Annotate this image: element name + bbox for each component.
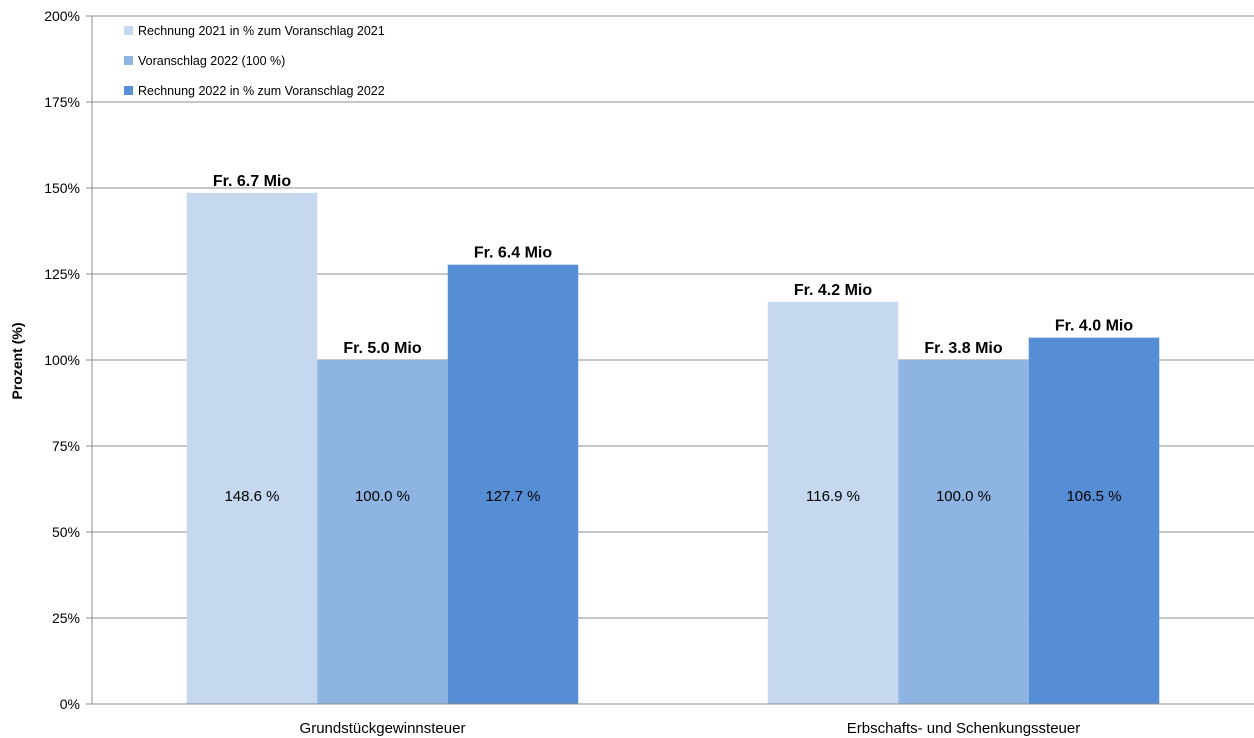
- legend-label: Voranschlag 2022 (100 %): [138, 54, 285, 68]
- bar: [317, 360, 448, 704]
- y-tick-label: 175%: [44, 94, 80, 110]
- bar-amount-label: Fr. 5.0 Mio: [343, 340, 421, 357]
- bars: [186, 192, 1160, 705]
- bar: [186, 192, 318, 705]
- x-category-label: Grundstückgewinnsteuer: [300, 720, 466, 737]
- bar-percent-label: 100.0 %: [355, 488, 410, 505]
- bar-percent-label: 148.6 %: [224, 488, 279, 505]
- x-category-label: Erbschafts- und Schenkungssteuer: [847, 720, 1080, 737]
- y-tick-label: 25%: [52, 610, 80, 626]
- y-tick-label: 0%: [60, 696, 80, 712]
- y-tick-label: 100%: [44, 352, 80, 368]
- bar-amount-label: Fr. 4.0 Mio: [1055, 318, 1133, 335]
- bar: [1028, 337, 1160, 704]
- legend-swatch: [124, 56, 133, 65]
- bar-percent-label: 106.5 %: [1066, 488, 1121, 505]
- bar-percent-label: 127.7 %: [485, 488, 540, 505]
- bar-amount-label: Fr. 6.4 Mio: [474, 245, 552, 262]
- legend-swatch: [124, 26, 133, 35]
- legend: Rechnung 2021 in % zum Voranschlag 2021 V…: [124, 24, 385, 98]
- bar-amount-label: Fr. 4.2 Mio: [794, 282, 872, 299]
- legend-swatch: [124, 86, 133, 95]
- y-tick-label: 50%: [52, 524, 80, 540]
- bar: [447, 264, 579, 704]
- bar-percent-label: 116.9 %: [806, 488, 860, 505]
- bar-amount-label: Fr. 6.7 Mio: [213, 173, 291, 190]
- y-tick-label: 200%: [44, 8, 80, 24]
- bar-amount-label: Fr. 3.8 Mio: [924, 340, 1002, 357]
- legend-label: Rechnung 2021 in % zum Voranschlag 2021: [138, 24, 385, 38]
- y-axis-label: Prozent (%): [9, 323, 25, 400]
- bar-percent-label: 100.0 %: [936, 488, 991, 505]
- bar: [767, 301, 899, 704]
- legend-label: Rechnung 2022 in % zum Voranschlag 2022: [138, 84, 385, 98]
- axes: 0% 25% 50% 75% 100% 125% 150% 175% 200% Grundstüc…: [44, 8, 1254, 737]
- y-tick-label: 150%: [44, 180, 80, 196]
- y-tick-label: 125%: [44, 266, 80, 282]
- y-tick-label: 75%: [52, 438, 80, 454]
- bar: [898, 360, 1029, 704]
- bar-labels: Fr. 6.7 Mio 148.6 % Fr. 5.0 Mio 100.0 % Fr. …: [213, 173, 1133, 505]
